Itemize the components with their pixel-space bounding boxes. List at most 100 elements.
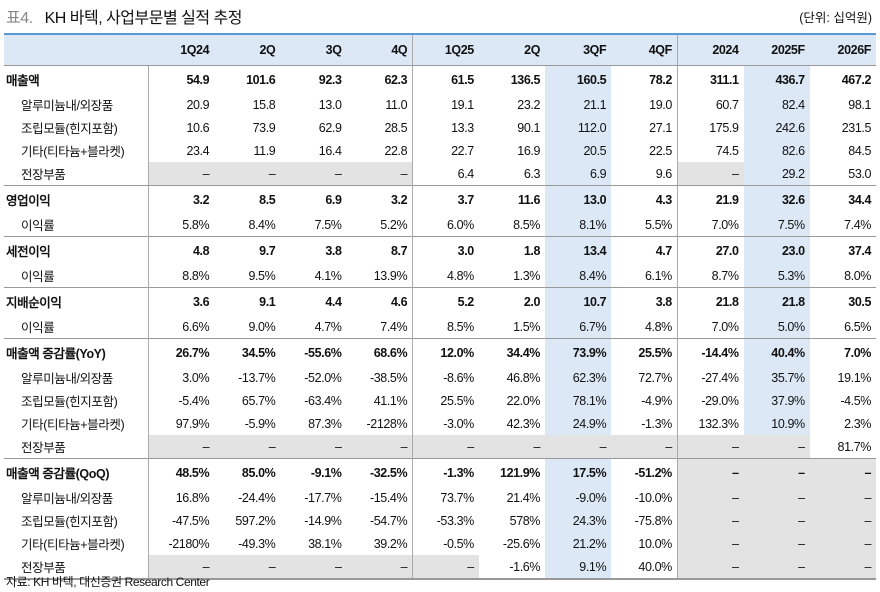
cell-2024: – [677, 509, 744, 532]
cell-2q: 101.6 [214, 65, 281, 93]
cell-2q: 8.5 [214, 185, 281, 213]
cell-4q: -2128% [346, 412, 414, 435]
cell-4q: – [346, 435, 414, 459]
cell-2026f: 53.0 [848, 166, 871, 181]
cell-2026f: – [809, 486, 876, 509]
cell-2026f: -4.5% [840, 393, 871, 408]
cell-2024: 27.0 [677, 236, 744, 264]
column-header: 1Q25 [412, 33, 479, 66]
cell-3qf: 8.4% [545, 264, 612, 288]
cell-2024: – [677, 162, 744, 186]
cell-2q: -1.6% [478, 555, 546, 580]
cell-1q25: – [412, 555, 479, 580]
cell-4q: -38.5% [346, 366, 414, 389]
cell-4q: 62.3 [346, 65, 414, 93]
cell-2q: 136.5 [478, 65, 546, 93]
cell-4qf: 4.7 [611, 236, 678, 264]
cell-2026f: – [809, 532, 876, 555]
cell-1q24: -5.4% [178, 393, 210, 408]
cell-4q: 5.2% [346, 213, 414, 237]
cell-2q: – [214, 162, 281, 186]
cell-2q: 34.4% [478, 338, 546, 366]
column-header: 3QF [545, 33, 612, 66]
row-label: 영업이익 [4, 185, 149, 213]
unit-label: (단위: 십억원) [799, 11, 872, 25]
cell-1q24: – [148, 162, 215, 186]
row-label: 이익률 [4, 213, 149, 237]
cell-1q25: 12.0% [412, 338, 479, 366]
cell-4q: 41.1% [346, 389, 414, 412]
cell-3qf: 21.1 [545, 93, 612, 116]
cell-2q: 2.0 [478, 287, 546, 315]
cell-3qf: 24.9% [545, 412, 612, 435]
table-row: 알루미늄내/외장품 3.0% -13.7% -52.0% -38.5% -8.6% 46.8… [4, 366, 876, 389]
row-label: 이익률 [4, 264, 149, 288]
cell-3q: -63.4% [304, 393, 342, 408]
cell-1q24: -47.5% [171, 513, 210, 528]
table-row: 기타(티타늄+블라켓) 97.9% -5.9% 87.3% -2128% -3.0% 42.… [4, 412, 876, 435]
cell-4qf: 3.8 [611, 287, 678, 315]
cell-1q24: 5.8% [182, 217, 210, 232]
cell-1q24: 6.6% [182, 319, 210, 334]
cell-2026f: 467.2 [809, 65, 876, 93]
cell-3qf: – [545, 435, 612, 459]
cell-1q25: -53.3% [436, 513, 475, 528]
cell-3q: -55.6% [280, 338, 347, 366]
column-header: 4Q [346, 33, 414, 66]
cell-2q: -25.6% [502, 536, 541, 551]
cell-4q: – [346, 162, 414, 186]
cell-2025f: 21.8 [743, 287, 810, 315]
cell-3qf: 6.9 [545, 162, 612, 186]
cell-2025f: 37.9% [743, 389, 810, 412]
cell-3q: -14.9% [304, 513, 342, 528]
cell-1q24: 8.8% [182, 268, 210, 283]
cell-2q: 6.3 [523, 166, 541, 181]
cell-4q: 8.7 [346, 236, 414, 264]
cell-1q25: 25.5% [440, 393, 474, 408]
cell-2025f: 436.7 [743, 65, 810, 93]
cell-3q: – [280, 162, 347, 186]
table-row: 이익률 5.8% 8.4% 7.5% 5.2% 6.0% 8.5% 8.1% 5.5% 7.0% 7… [4, 213, 876, 237]
cell-2026f: 7.0% [809, 338, 876, 366]
table-row: 조립모듈(힌지포함) -47.5% 597.2% -14.9% -54.7% -53.3%… [4, 509, 876, 532]
cell-2q: 21.4% [506, 490, 541, 505]
cell-2026f: – [809, 458, 876, 486]
cell-1q25: 6.0% [446, 217, 474, 232]
cell-1q24: 4.8 [148, 236, 215, 264]
cell-1q25: 3.7 [412, 185, 479, 213]
column-header: 2Q [214, 33, 281, 66]
cell-2024: 7.0% [711, 319, 739, 334]
cell-2025f: 35.7% [743, 366, 810, 389]
cell-1q25: 6.4 [457, 166, 475, 181]
cell-3q: 62.9 [318, 120, 342, 135]
table-row: 알루미늄내/외장품 16.8% -24.4% -17.7% -15.4% 73.7% 21.… [4, 486, 876, 509]
cell-4q: -54.7% [346, 509, 414, 532]
cell-2q: 90.1 [517, 120, 541, 135]
cell-3qf: 21.2% [545, 532, 612, 555]
cell-1q25: -3.0% [443, 416, 474, 431]
cell-4qf: 27.1 [611, 116, 678, 139]
cell-4qf: -10.0% [611, 486, 678, 509]
cell-3q: – [280, 555, 347, 580]
cell-2q: 65.7% [241, 393, 276, 408]
cell-3q: 3.8 [280, 236, 347, 264]
cell-2026f: 8.0% [844, 268, 871, 283]
cell-2q: 9.0% [248, 319, 276, 334]
cell-2024: – [677, 555, 744, 580]
cell-1q24: 26.7% [148, 338, 215, 366]
cell-2q: 1.5% [513, 319, 541, 334]
table-row: 전장부품 – – – – – – – – – –81.7% [4, 435, 876, 459]
cell-3qf: 73.9% [545, 338, 612, 366]
cell-4q: 68.6% [346, 338, 414, 366]
header-corner [4, 33, 148, 66]
cell-1q25: 73.7% [440, 490, 474, 505]
cell-4qf: -51.2% [611, 458, 678, 486]
cell-2024: – [677, 486, 744, 509]
row-label: 알루미늄내/외장품 [4, 366, 149, 389]
cell-2024: – [677, 532, 744, 555]
table-row-main: 매출액 54.9 101.6 92.3 62.3 61.5 136.5 160.5 78.2 31… [4, 65, 876, 93]
cell-2q: 73.9 [252, 120, 276, 135]
cell-1q25: – [412, 435, 479, 459]
cell-3qf: 20.5 [545, 139, 612, 162]
row-label: 알루미늄내/외장품 [4, 486, 149, 509]
